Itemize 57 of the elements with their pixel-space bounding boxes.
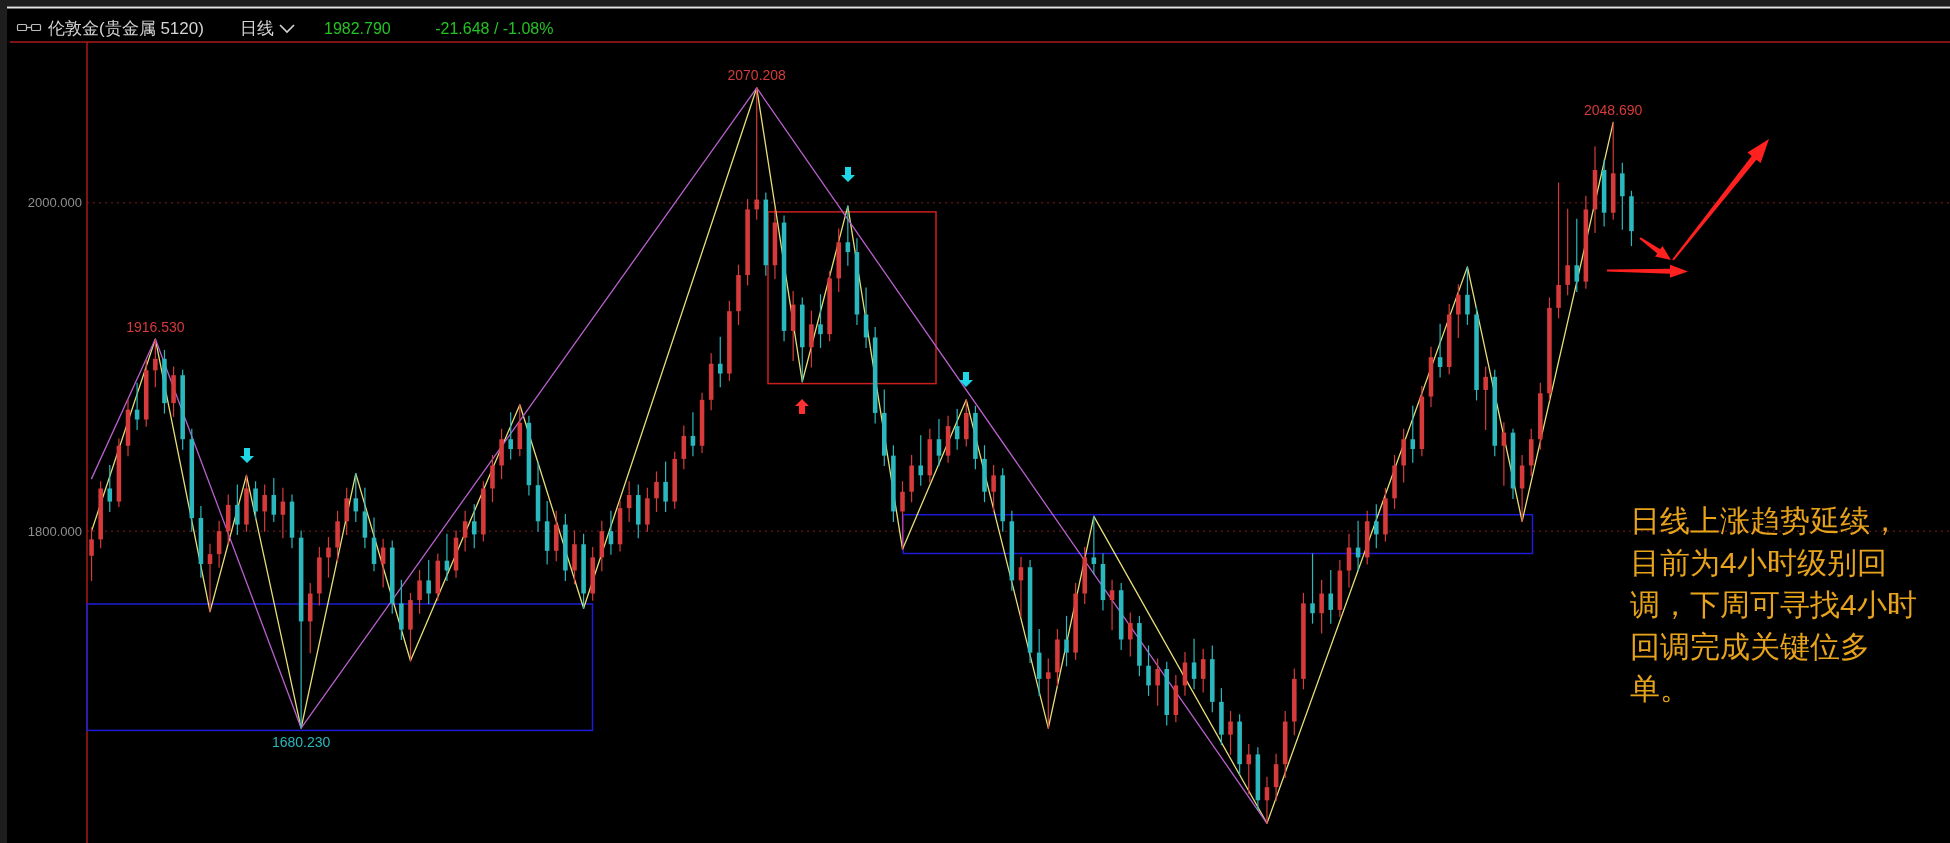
candlestick: [1374, 504, 1379, 549]
candlestick: [89, 527, 94, 581]
candlestick: [918, 435, 923, 486]
candlestick: [471, 504, 477, 549]
candlestick: [754, 87, 759, 220]
line-series: [90, 87, 1268, 824]
candlestick: [1556, 182, 1561, 319]
candlestick: [107, 464, 113, 513]
y-tick-label: 1800.000: [27, 523, 82, 539]
candlestick: [1310, 553, 1315, 624]
annotation: 2048.690: [1584, 101, 1643, 118]
candlestick: [1565, 208, 1570, 296]
candlestick: [490, 455, 495, 503]
candlestick: [1228, 711, 1233, 755]
candlestick: [809, 310, 814, 368]
chart-subtitle: 日线: [240, 19, 274, 38]
candlestick: [663, 461, 668, 513]
candlestick: [1191, 638, 1197, 690]
candlestick: [1456, 284, 1461, 339]
candlestick: [417, 569, 422, 614]
candlestick: [1410, 405, 1416, 463]
candlestick: [1091, 515, 1097, 575]
candlestick: [344, 487, 349, 536]
candlestick: [235, 484, 240, 536]
annotation: 日线上涨趋势延续，目前为4小时级别回调，下周可寻找4小时回调完成关键位多单。: [1630, 503, 1918, 707]
candlestick: [426, 560, 431, 604]
candlestick: [1155, 658, 1160, 706]
text: 1982.790: [324, 20, 391, 37]
candlestick: [462, 510, 468, 552]
candlestick: [1574, 218, 1580, 293]
candlestick: [717, 336, 723, 388]
candlestick: [991, 464, 996, 513]
candlestick: [1483, 366, 1488, 430]
candlestick: [262, 484, 267, 532]
candlestick: [1620, 162, 1625, 230]
candlestick: [508, 412, 513, 460]
candlestick: [1465, 266, 1470, 325]
candlestick: [1328, 569, 1334, 624]
candlestick: [326, 537, 331, 578]
candlestick: [654, 471, 659, 513]
candlestick: [1319, 579, 1324, 634]
y-tick-label: 2000.000: [27, 195, 82, 211]
candlestick: [1246, 743, 1252, 795]
candlestick: [818, 294, 823, 348]
candlestick: [936, 418, 942, 467]
candlestick: [153, 339, 158, 388]
chart-title: 伦敦金(贵金属 5120): [48, 19, 204, 38]
annotation: 2070.208: [727, 66, 787, 83]
annotation: 1680.230: [271, 733, 331, 750]
candlestick: [1046, 658, 1051, 729]
candlestick: [1128, 612, 1133, 657]
annotation: 1916.530: [126, 318, 185, 335]
candlestick: [253, 481, 258, 519]
candlestick: [1064, 615, 1069, 667]
text: -21.648 / -1.08%: [435, 20, 554, 37]
candlestick: [900, 481, 905, 550]
candlestick: [1146, 645, 1151, 696]
